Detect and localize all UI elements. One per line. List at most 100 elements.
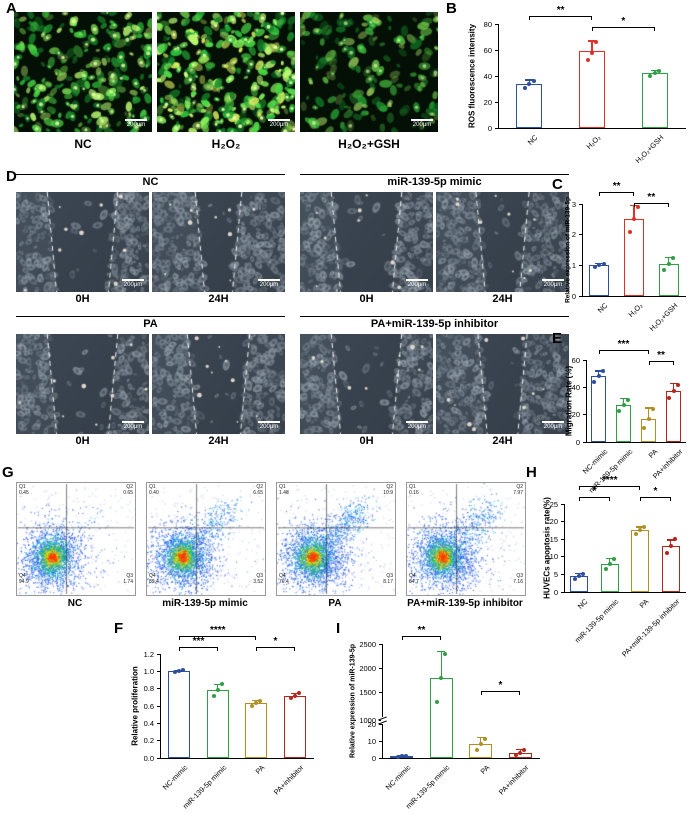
ytick-label: 20: [549, 517, 558, 527]
scale-bar-line: [542, 421, 564, 424]
ytick: [578, 234, 582, 236]
xlab: NC: [575, 597, 590, 611]
flow-cytometry-canvas: [406, 482, 526, 596]
scale-bar: 200μm: [406, 279, 428, 289]
siglab: *: [621, 16, 626, 27]
ytick: [582, 441, 586, 443]
pt: [671, 389, 676, 394]
pt: [607, 561, 612, 566]
ytick: [378, 667, 382, 669]
xlab: PA+inhibitor: [271, 763, 306, 797]
pt: [522, 748, 527, 753]
ytick: [578, 295, 582, 297]
bar: [206, 690, 229, 758]
scale-bar: 200μm: [542, 279, 564, 289]
pt: [611, 556, 616, 561]
bar: [579, 51, 605, 128]
quadrant-label-q1: Q1 0.16: [409, 484, 419, 496]
panel-label-h: H: [526, 464, 537, 481]
xlab: PA+miR-139-5p inhibitor: [619, 597, 682, 659]
pt: [250, 704, 255, 708]
scale-bar-line: [122, 279, 144, 282]
sig-line: [599, 192, 634, 193]
siglab: ****: [209, 625, 226, 636]
panel-label-c: C: [552, 176, 563, 193]
pt: [670, 255, 675, 260]
sig-tick: [634, 203, 635, 207]
scale-bar: 200μm: [258, 279, 280, 289]
scratch-image: 200μm: [152, 192, 285, 292]
pt: [642, 524, 647, 529]
flow-cytometry-plot-nc: Q1 0.45 Q2 0.65 Q3 1.74 Q4 94.9: [16, 482, 136, 596]
pt: [439, 675, 444, 680]
siglab: ***: [617, 339, 630, 350]
siglab: *: [653, 486, 658, 497]
error-cap: [290, 692, 299, 694]
pt: [395, 754, 400, 759]
error-cap: [525, 79, 534, 81]
ylabel: Migration Rate (%): [564, 365, 574, 437]
flow-cytometry-plot-pa: Q1 1.48 Q2 10.9 Q3 8.17 Q4 79.4: [276, 482, 396, 596]
xlab: PA+inhibitor: [497, 763, 531, 797]
group-label-h2o2: H₂O₂: [211, 137, 241, 151]
pt: [621, 403, 626, 408]
sig-tick: [256, 647, 258, 651]
sig-tick: [667, 203, 669, 207]
pt: [399, 754, 404, 759]
scale-bar-line: [258, 279, 280, 282]
error-cap: [669, 382, 678, 384]
xlab: PA: [646, 447, 659, 460]
bar: [623, 219, 645, 296]
chart-apoptosis-rate: 0 5 10 15 20 25 NC miR-139-5p mimic PA PA+miR-139…: [540, 474, 690, 658]
quadrant-label-q3: Q3 8.17: [383, 573, 393, 585]
bar: [591, 376, 606, 442]
sig-tick: [480, 691, 482, 695]
ytick: [582, 386, 586, 388]
quadrant-label-q4: Q4 84.7: [409, 573, 419, 585]
quadrant-label-q1: Q1 0.40: [149, 484, 159, 496]
fluorescence-micrograph: [14, 12, 152, 132]
pt: [632, 217, 636, 222]
pt: [573, 576, 578, 581]
bar: [631, 530, 650, 592]
scratch-image: 200μm: [16, 334, 149, 434]
pt: [650, 407, 655, 412]
pt: [642, 426, 647, 431]
ytick-label: 15: [549, 534, 558, 544]
pt: [617, 408, 622, 413]
chart-mir-expression-i: 0 10 20 1000 1500 2000 2500 NC-mimic miR-139-5p …: [346, 624, 544, 811]
pt: [211, 694, 216, 699]
ytick: [378, 723, 382, 725]
pt: [603, 567, 608, 572]
bar: [641, 418, 656, 442]
pt: [478, 742, 483, 747]
ytick: [494, 127, 498, 129]
scratch-micrograph: [16, 192, 149, 292]
time-label: 0H: [359, 293, 374, 305]
pt: [254, 701, 259, 706]
group-label-h2o2-gsh: H₂O₂+GSH: [338, 137, 400, 151]
pt: [646, 416, 651, 421]
pt: [523, 85, 528, 90]
pt: [177, 669, 182, 674]
sig-line: [592, 27, 655, 28]
sig-tick: [216, 647, 218, 651]
pt: [636, 205, 641, 210]
axis-y: [498, 24, 500, 128]
sig-tick: [579, 497, 581, 501]
siglab: **: [647, 192, 656, 203]
ytick-label: 1: [571, 260, 576, 270]
pt: [215, 688, 220, 693]
ytick: [156, 670, 160, 672]
pt: [527, 81, 532, 86]
panel-label-g: G: [2, 464, 14, 481]
ytick-label: 20: [367, 719, 376, 729]
ytick-label: 0: [553, 587, 558, 597]
scratch-image: 200μm: [436, 192, 569, 292]
ytick: [156, 722, 160, 724]
error-cap: [476, 737, 485, 739]
pt: [652, 71, 657, 76]
pt: [638, 528, 643, 533]
group-header-pa-inhibitor: PA+miR-139-5p inhibitor: [300, 316, 569, 330]
